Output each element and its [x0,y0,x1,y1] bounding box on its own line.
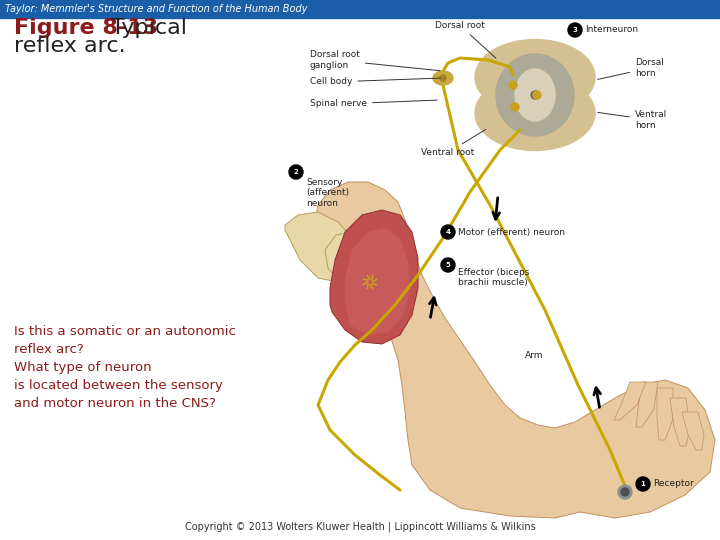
Text: Receptor: Receptor [653,480,694,489]
Ellipse shape [433,71,453,85]
Circle shape [636,477,650,491]
Polygon shape [657,388,673,440]
Polygon shape [682,412,704,450]
Circle shape [511,103,519,111]
Circle shape [440,75,446,81]
Text: Interneuron: Interneuron [585,25,638,35]
Polygon shape [636,382,658,427]
Text: Ventral root: Ventral root [421,130,485,157]
Circle shape [568,23,582,37]
Text: 5: 5 [446,262,451,268]
Text: Spinal nerve: Spinal nerve [310,99,437,109]
Text: Copyright © 2013 Wolters Kluwer Health | Lippincott Williams & Wilkins: Copyright © 2013 Wolters Kluwer Health |… [184,522,536,532]
Text: Dorsal root: Dorsal root [435,21,496,58]
Polygon shape [330,210,418,344]
Circle shape [621,488,629,496]
Text: Is this a somatic or an autonomic
reflex arc?
What type of neuron
is located bet: Is this a somatic or an autonomic reflex… [14,325,236,410]
Ellipse shape [515,69,555,121]
Text: 4: 4 [446,229,451,235]
Text: Effector (biceps
brachii muscle): Effector (biceps brachii muscle) [458,268,529,287]
Text: Dorsal root
ganglion: Dorsal root ganglion [310,50,440,71]
Text: Cell body: Cell body [310,78,440,86]
Text: Ventral
horn: Ventral horn [598,110,667,130]
Circle shape [533,91,541,99]
Circle shape [531,91,539,99]
Ellipse shape [475,39,595,114]
Text: Taylor: Memmler's Structure and Function of the Human Body: Taylor: Memmler's Structure and Function… [5,4,307,14]
Polygon shape [670,398,690,446]
Text: 3: 3 [572,27,577,33]
Circle shape [618,485,632,499]
Circle shape [441,258,455,272]
Polygon shape [345,228,410,335]
Polygon shape [325,232,368,282]
Polygon shape [315,182,715,518]
Text: reflex arc.: reflex arc. [14,36,125,56]
Ellipse shape [496,54,574,136]
Text: 2: 2 [294,169,298,175]
Ellipse shape [475,76,595,151]
Text: Motor (efferent) neuron: Motor (efferent) neuron [458,227,565,237]
Text: Arm: Arm [525,350,544,360]
Bar [0,0,720,18]
Text: Typical: Typical [104,18,187,38]
Circle shape [289,165,303,179]
Text: Sensory
(afferent)
neuron: Sensory (afferent) neuron [306,178,349,208]
Text: 1: 1 [641,481,645,487]
Circle shape [441,225,455,239]
Circle shape [509,81,517,89]
Text: Dorsal
horn: Dorsal horn [598,58,664,79]
Polygon shape [285,212,360,282]
Text: Figure 8-13: Figure 8-13 [14,18,158,38]
Polygon shape [614,382,646,420]
